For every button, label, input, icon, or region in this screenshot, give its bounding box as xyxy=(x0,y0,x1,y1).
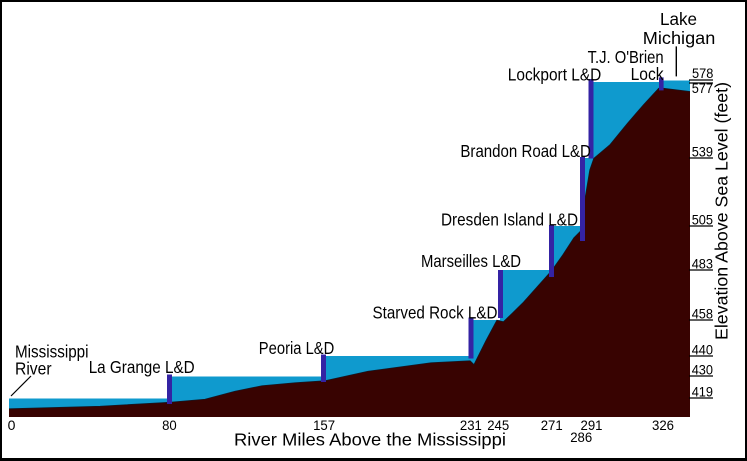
svg-text:Michigan: Michigan xyxy=(643,28,716,48)
svg-text:Elevation Above Sea Level (fee: Elevation Above Sea Level (feet) xyxy=(712,82,732,340)
svg-text:577: 577 xyxy=(692,80,713,96)
svg-text:Lake: Lake xyxy=(660,9,697,29)
svg-text:Dresden Island L&D: Dresden Island L&D xyxy=(441,210,578,230)
svg-text:419: 419 xyxy=(692,384,713,400)
svg-text:0: 0 xyxy=(8,417,16,433)
svg-text:326: 326 xyxy=(652,417,674,433)
svg-text:291: 291 xyxy=(581,417,603,433)
svg-text:La Grange L&D: La Grange L&D xyxy=(89,357,195,377)
svg-text:286: 286 xyxy=(570,429,592,445)
svg-text:458: 458 xyxy=(692,306,713,322)
svg-text:Brandon Road L&D: Brandon Road L&D xyxy=(460,141,591,161)
svg-text:Starved Rock L&D: Starved Rock L&D xyxy=(373,303,498,323)
svg-text:River: River xyxy=(15,359,52,379)
svg-text:80: 80 xyxy=(162,417,177,433)
svg-text:Lockport L&D: Lockport L&D xyxy=(508,64,602,84)
svg-text:578: 578 xyxy=(692,65,713,81)
svg-text:231: 231 xyxy=(460,417,482,433)
svg-text:483: 483 xyxy=(692,256,713,272)
svg-text:Peoria L&D: Peoria L&D xyxy=(259,338,335,358)
svg-text:157: 157 xyxy=(313,417,335,433)
svg-text:Mississippi: Mississippi xyxy=(15,342,89,362)
svg-text:271: 271 xyxy=(541,417,563,433)
svg-text:245: 245 xyxy=(487,417,509,433)
svg-text:505: 505 xyxy=(692,212,713,228)
svg-text:440: 440 xyxy=(692,342,713,358)
svg-text:430: 430 xyxy=(692,362,713,378)
svg-text:Lock: Lock xyxy=(631,64,664,84)
svg-text:T.J. O'Brien: T.J. O'Brien xyxy=(588,47,664,67)
svg-text:539: 539 xyxy=(692,144,713,160)
svg-text:Marseilles L&D: Marseilles L&D xyxy=(421,251,521,271)
svg-text:River Miles Above the Mississi: River Miles Above the Mississippi xyxy=(234,430,506,450)
